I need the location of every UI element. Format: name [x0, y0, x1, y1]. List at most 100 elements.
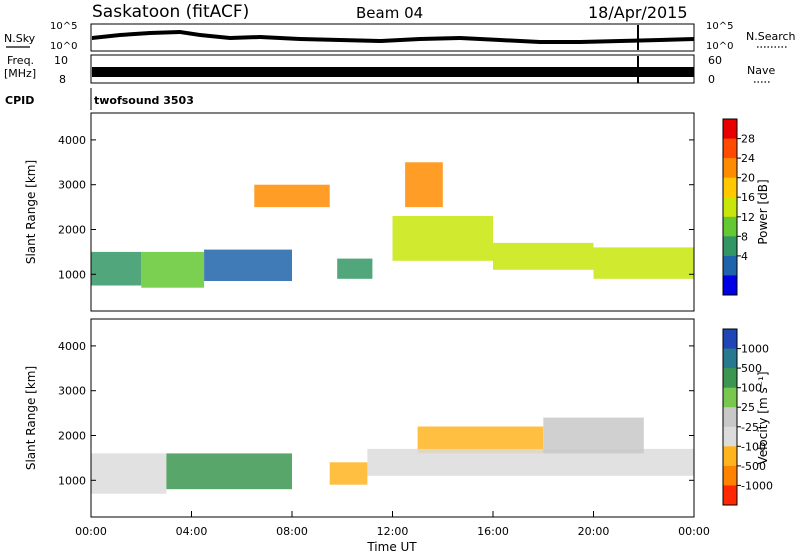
power-scatter-band [254, 184, 330, 208]
power-scatter-band [337, 258, 373, 279]
colorbar-tick-label: 20 [741, 172, 755, 185]
nsky-tick-bottom: 10^0 [50, 41, 77, 52]
colorbar-swatch [723, 329, 737, 350]
colorbar-swatch [723, 216, 737, 237]
power-scatter-band [493, 242, 594, 270]
cpid-label: CPID [5, 94, 34, 107]
power-colorbar: 28 24 20 16 12 8 4 [722, 118, 755, 296]
y-tick-label: 4000 [58, 134, 86, 147]
nsearch-label: N.Search [746, 30, 796, 43]
cpid-value: twofsound 3503 [94, 94, 194, 107]
power-plot-frame [90, 112, 695, 312]
colorbar-swatch [723, 485, 737, 506]
y-tick-label: 3000 [58, 179, 86, 192]
colorbar-tick-label: 100 [741, 382, 762, 395]
power-scatter-band [593, 247, 694, 279]
colorbar-tick-label: 500 [741, 362, 762, 375]
colorbar-frame [722, 118, 738, 296]
colorbar-frame [722, 328, 738, 506]
colorbar-swatch [723, 197, 737, 218]
freq-trace [92, 67, 694, 77]
x-tick-label: 08:00 [276, 525, 308, 538]
beam-label: Beam 04 [356, 4, 423, 22]
power-scatter-band [91, 251, 142, 286]
colorbar-swatch [723, 387, 737, 408]
colorbar-swatch [723, 368, 737, 389]
power-scatter-band [392, 216, 493, 261]
velocity-data-layer [91, 417, 694, 494]
velocity-colorbar-label: Velocity [m s⁻¹] [756, 371, 770, 464]
velocity-scatter-band [166, 453, 292, 490]
colorbar-tick-label: 4 [741, 250, 748, 263]
time-axis-label: Time UT [366, 540, 417, 554]
colorbar-tick-label: -1000 [741, 479, 773, 492]
colorbar-tick-label: -100 [741, 440, 766, 453]
colorbar-swatch [723, 426, 737, 447]
nave-label: Nave [747, 64, 775, 77]
nsky-label: N.Sky [4, 32, 36, 45]
y-tick-label: 4000 [58, 340, 86, 353]
velocity-scatter-band [367, 448, 694, 476]
power-scatter-band [141, 251, 205, 288]
colorbar-tick-label: 16 [741, 191, 755, 204]
velocity-colorbar: 1000 500 100 25 -25 -100 -500 -1000 [722, 328, 773, 506]
nsky-tick-top: 10^5 [50, 21, 77, 32]
power-scatter-band [204, 249, 292, 281]
x-tick-label: 00:00 [75, 525, 107, 538]
velocity-scatter-band [91, 453, 167, 494]
colorbar-swatch [723, 465, 737, 486]
colorbar-swatch [723, 407, 737, 428]
colorbar-swatch [723, 158, 737, 179]
y-tick-label: 3000 [58, 385, 86, 398]
freq-tick-top: 10 [54, 54, 68, 67]
y-tick-label: 1000 [58, 268, 86, 281]
colorbar-swatch [723, 348, 737, 369]
time-axis: 00:00 04:00 08:00 12:00 16:00 20:00 00:00 [75, 511, 710, 538]
velocity-panel: 1000 2000 3000 4000 Slant Range [km] 1000 50… [24, 318, 773, 554]
colorbar-swatch [723, 275, 737, 296]
y-tick-label: 1000 [58, 474, 86, 487]
velocity-scatter-band [543, 417, 644, 454]
colorbar-tick-label: 24 [741, 152, 755, 165]
power-y-axis-label: Slant Range [km] [24, 160, 38, 264]
colorbar-tick-label: -25 [741, 421, 759, 434]
colorbar-tick-label: 12 [741, 211, 755, 224]
velocity-y-axis-label: Slant Range [km] [24, 366, 38, 470]
x-tick-label: 12:00 [377, 525, 409, 538]
freq-unit-label: [MHz] [4, 67, 36, 80]
velocity-y-axis: 1000 2000 3000 4000 [58, 340, 694, 487]
colorbar-swatch [723, 119, 737, 140]
nave-tick-bottom: 0 [708, 73, 715, 86]
y-tick-label: 2000 [58, 430, 86, 443]
colorbar-tick-label: 8 [741, 230, 748, 243]
x-tick-label: 04:00 [176, 525, 208, 538]
nsearch-tick-bottom: 10^0 [706, 41, 733, 52]
nsky-trace [92, 30, 694, 44]
power-colorbar-label: Power [dB] [756, 179, 770, 244]
colorbar-swatch [723, 236, 737, 257]
colorbar-tick-label: -500 [741, 460, 766, 473]
velocity-scatter-band [329, 462, 368, 485]
x-tick-label: 16:00 [477, 525, 509, 538]
power-data-layer [91, 162, 694, 288]
x-tick-label: 00:00 [678, 525, 710, 538]
nave-tick-top: 60 [708, 54, 722, 67]
nsearch-tick-top: 10^5 [706, 21, 733, 32]
colorbar-swatch [723, 255, 737, 276]
colorbar-swatch [723, 177, 737, 198]
colorbar-swatch [723, 138, 737, 159]
colorbar-tick-label: 28 [741, 133, 755, 146]
station-title: Saskatoon (fitACF) [92, 2, 249, 22]
power-y-axis: 1000 2000 3000 4000 [58, 134, 694, 281]
y-tick-label: 2000 [58, 224, 86, 237]
date-label: 18/Apr/2015 [588, 3, 688, 22]
power-panel: 1000 2000 3000 4000 Slant Range [km] 28 24 20… [24, 112, 770, 312]
colorbar-tick-label: 25 [741, 401, 755, 414]
colorbar-tick-label: 1000 [741, 343, 769, 356]
nsky-strip-frame [90, 23, 695, 52]
freq-tick-bottom: 8 [59, 73, 66, 86]
colorbar-swatch [723, 446, 737, 467]
x-tick-label: 20:00 [578, 525, 610, 538]
power-scatter-band [405, 162, 443, 208]
